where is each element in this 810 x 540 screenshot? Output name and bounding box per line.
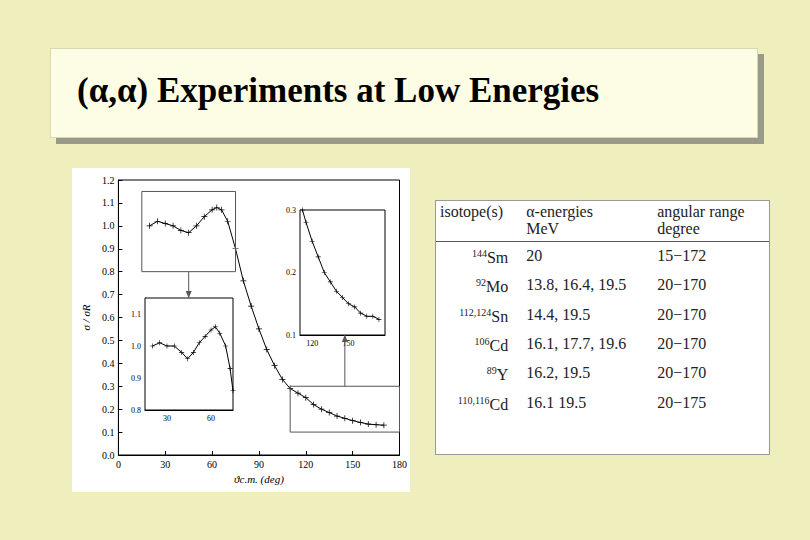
html-text:(α,α) Experiments at Low Energ: (α,α) Experiments at Low Energies xyxy=(77,71,600,110)
svg-text:0.5: 0.5 xyxy=(102,335,115,346)
svg-text:0.2: 0.2 xyxy=(102,404,115,415)
svg-text:1.1: 1.1 xyxy=(131,310,141,319)
html-text:20−170: 20−170 xyxy=(657,364,707,382)
html-text:20−175: 20−175 xyxy=(657,393,707,411)
svg-text:150: 150 xyxy=(342,338,355,348)
svg-text:0.9: 0.9 xyxy=(102,243,115,254)
svg-text:0.3: 0.3 xyxy=(286,206,296,215)
html-text:15−172: 15−172 xyxy=(657,247,707,265)
svg-text:0.6: 0.6 xyxy=(102,312,115,323)
svg-text:180: 180 xyxy=(392,459,407,470)
svg-text:60: 60 xyxy=(207,414,215,423)
svg-text:1.0: 1.0 xyxy=(102,220,115,231)
svg-text:0.0: 0.0 xyxy=(102,450,115,461)
html-text:144Sm: 144Sm xyxy=(471,248,509,267)
html-text:20−170: 20−170 xyxy=(657,335,707,353)
svg-text:1.2: 1.2 xyxy=(102,175,115,186)
html-text:20−170: 20−170 xyxy=(657,305,707,323)
html-text:MeV: MeV xyxy=(526,220,560,237)
html-text:16.1 19.5: 16.1 19.5 xyxy=(526,393,587,411)
svg-text:1.1: 1.1 xyxy=(102,197,115,208)
svg-text:0.1: 0.1 xyxy=(286,331,296,340)
svg-text:120: 120 xyxy=(306,339,318,348)
svg-text:30: 30 xyxy=(163,414,171,423)
svg-text:ϑc.m. (deg): ϑc.m. (deg) xyxy=(234,473,284,486)
svg-text:0.9: 0.9 xyxy=(131,374,141,383)
svg-text:0.8: 0.8 xyxy=(131,406,141,415)
html-text:20−170: 20−170 xyxy=(657,276,707,294)
svg-text:150: 150 xyxy=(345,459,360,470)
svg-text:0.3: 0.3 xyxy=(102,381,115,392)
html-text:degree: degree xyxy=(657,220,700,237)
html-text:110,116Cd: 110,116Cd xyxy=(457,394,509,413)
svg-text:30: 30 xyxy=(160,459,170,470)
svg-text:60: 60 xyxy=(207,459,217,470)
html-text:112,124Sn: 112,124Sn xyxy=(459,306,509,325)
html-text:20: 20 xyxy=(526,247,543,265)
svg-text:120: 120 xyxy=(298,459,313,470)
svg-text:1.0: 1.0 xyxy=(131,342,141,351)
html-text:106Cd: 106Cd xyxy=(474,336,509,355)
html-text:isotope(s): isotope(s) xyxy=(440,203,504,220)
html-text:16.1, 17.7, 19.6: 16.1, 17.7, 19.6 xyxy=(526,335,627,353)
svg-text:0.2: 0.2 xyxy=(286,268,296,277)
svg-text:σ / σR: σ / σR xyxy=(80,304,92,330)
html-text:α-energies: α-energies xyxy=(526,203,593,220)
html-text:92Mo: 92Mo xyxy=(476,277,509,296)
html-text:14.4, 19.5: 14.4, 19.5 xyxy=(526,305,591,323)
svg-text:0: 0 xyxy=(116,459,121,470)
svg-text:0.7: 0.7 xyxy=(102,289,115,300)
html-text:89Y: 89Y xyxy=(486,365,509,384)
svg-text:0.8: 0.8 xyxy=(102,266,115,277)
svg-text:90: 90 xyxy=(254,459,264,470)
svg-text:0.1: 0.1 xyxy=(102,427,115,438)
html-text:13.8, 16.4, 19.5: 13.8, 16.4, 19.5 xyxy=(526,276,627,294)
html-text:angular range: angular range xyxy=(657,203,745,220)
html-text:16.2, 19.5: 16.2, 19.5 xyxy=(526,364,591,382)
svg-text:0.4: 0.4 xyxy=(102,358,115,369)
